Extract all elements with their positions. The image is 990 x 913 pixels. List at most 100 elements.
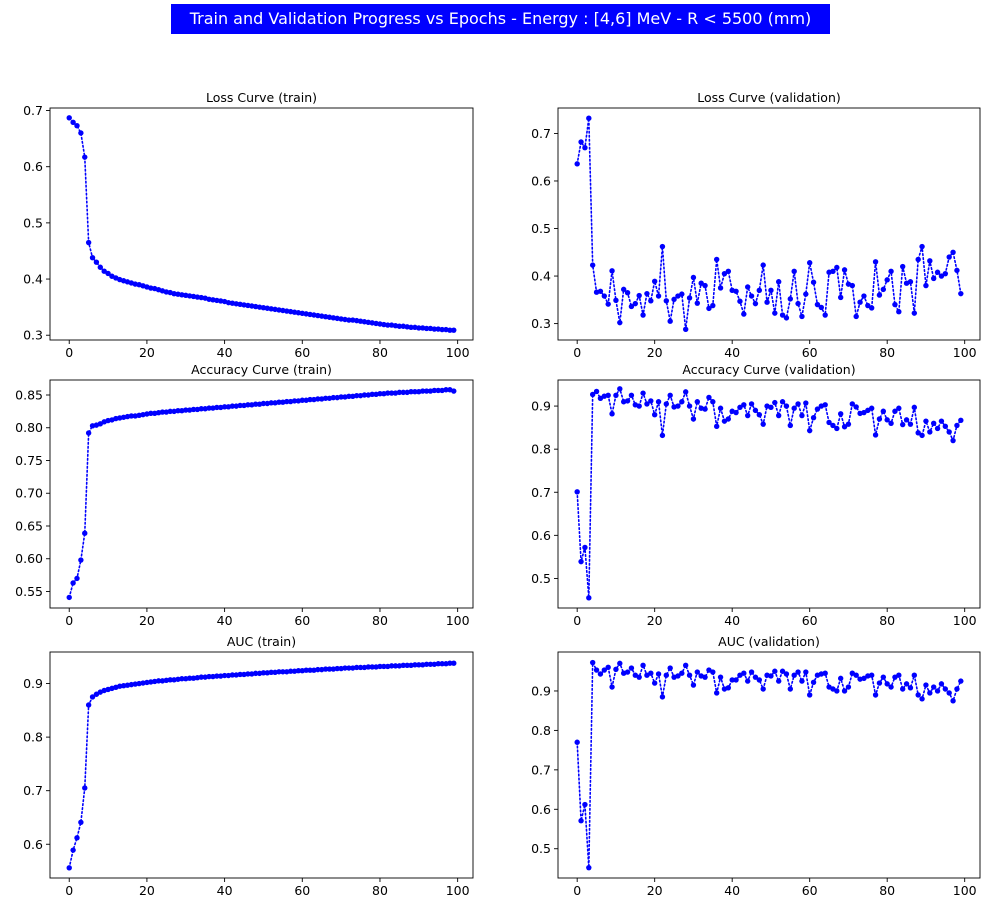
x-tick-label: 0 bbox=[573, 613, 581, 628]
data-point bbox=[795, 669, 800, 674]
chart-panel-4: AUC (train)0 20 40 60 80 1000.60.70.80.9 bbox=[23, 634, 473, 898]
data-point bbox=[873, 259, 878, 264]
data-point bbox=[737, 299, 742, 304]
data-point bbox=[950, 250, 955, 255]
data-point bbox=[846, 421, 851, 426]
data-point bbox=[799, 413, 804, 418]
axes-frame bbox=[50, 652, 473, 878]
y-tick-label: 0.4 bbox=[23, 272, 43, 287]
chart-panel-3: Accuracy Curve (validation) 0 20 40 60 80 100 0… bbox=[531, 362, 980, 628]
x-tick-label: 20 bbox=[139, 883, 155, 898]
data-point bbox=[86, 240, 91, 245]
data-point bbox=[695, 300, 700, 305]
data-point bbox=[629, 393, 634, 398]
data-point bbox=[954, 423, 959, 428]
data-point bbox=[78, 820, 83, 825]
x-tick-label: 40 bbox=[724, 345, 740, 360]
data-point bbox=[919, 696, 924, 701]
x-tick-label: 80 bbox=[879, 613, 895, 628]
data-point bbox=[896, 672, 901, 677]
data-point bbox=[950, 698, 955, 703]
data-point bbox=[803, 400, 808, 405]
chart-panel-5: AUC (validation)0 20 40 60 80 1000.50.60.70.8… bbox=[531, 634, 980, 898]
data-point bbox=[958, 678, 963, 683]
data-point bbox=[625, 669, 630, 674]
y-tick-label: 0.7 bbox=[531, 485, 551, 500]
data-point bbox=[718, 406, 723, 411]
data-point bbox=[830, 269, 835, 274]
data-point bbox=[594, 389, 599, 394]
data-point bbox=[683, 327, 688, 332]
data-point bbox=[714, 424, 719, 429]
axes-frame bbox=[50, 380, 473, 608]
chart-panel-0: Loss Curve (train)0 20 40 60 80 1000.30.40.50… bbox=[23, 90, 473, 360]
data-point bbox=[760, 686, 765, 691]
data-point bbox=[791, 269, 796, 274]
x-tick-label: 80 bbox=[372, 345, 388, 360]
data-point bbox=[958, 418, 963, 423]
data-point bbox=[888, 684, 893, 689]
data-point bbox=[807, 692, 812, 697]
data-point bbox=[881, 674, 886, 679]
data-point bbox=[900, 686, 905, 691]
data-point bbox=[640, 390, 645, 395]
data-point bbox=[687, 672, 692, 677]
data-point bbox=[633, 301, 638, 306]
data-point bbox=[590, 262, 595, 267]
data-point bbox=[931, 421, 936, 426]
y-tick-label: 0.6 bbox=[531, 173, 551, 188]
data-point bbox=[788, 686, 793, 691]
data-point bbox=[853, 672, 858, 677]
y-tick-label: 0.4 bbox=[531, 269, 551, 284]
axes-frame bbox=[558, 652, 980, 878]
data-point bbox=[706, 395, 711, 400]
data-point bbox=[811, 280, 816, 285]
data-point bbox=[846, 684, 851, 689]
data-point bbox=[757, 412, 762, 417]
x-tick-label: 40 bbox=[217, 613, 233, 628]
data-point bbox=[648, 398, 653, 403]
data-point bbox=[884, 277, 889, 282]
data-point bbox=[772, 310, 777, 315]
data-point bbox=[687, 295, 692, 300]
data-point bbox=[605, 393, 610, 398]
data-point bbox=[67, 865, 72, 870]
data-point bbox=[710, 303, 715, 308]
data-point bbox=[667, 319, 672, 324]
y-tick-label: 0.7 bbox=[23, 103, 43, 118]
data-point bbox=[912, 672, 917, 677]
data-point bbox=[582, 802, 587, 807]
data-point bbox=[943, 424, 948, 429]
data-point bbox=[881, 287, 886, 292]
data-point bbox=[958, 291, 963, 296]
x-tick-label: 100 bbox=[446, 345, 470, 360]
data-point bbox=[644, 291, 649, 296]
data-point bbox=[908, 685, 913, 690]
x-tick-label: 60 bbox=[802, 883, 818, 898]
data-point bbox=[819, 305, 824, 310]
subplot-title: Loss Curve (train) bbox=[206, 90, 317, 105]
y-tick-label: 0.9 bbox=[531, 399, 551, 414]
data-point bbox=[888, 269, 893, 274]
data-point bbox=[82, 154, 87, 159]
data-point bbox=[873, 432, 878, 437]
x-tick-label: 40 bbox=[724, 883, 740, 898]
data-point bbox=[613, 667, 618, 672]
data-point bbox=[726, 269, 731, 274]
axes-frame bbox=[50, 108, 473, 340]
x-tick-label: 60 bbox=[294, 883, 310, 898]
data-point bbox=[768, 405, 773, 410]
data-point bbox=[664, 298, 669, 303]
data-point bbox=[896, 406, 901, 411]
data-point bbox=[613, 298, 618, 303]
data-point bbox=[613, 393, 618, 398]
data-point bbox=[923, 682, 928, 687]
data-point bbox=[648, 298, 653, 303]
data-point bbox=[791, 406, 796, 411]
x-tick-label: 80 bbox=[879, 345, 895, 360]
data-point bbox=[803, 669, 808, 674]
data-point bbox=[74, 576, 79, 581]
data-point bbox=[784, 403, 789, 408]
data-point bbox=[749, 401, 754, 406]
data-point bbox=[776, 413, 781, 418]
